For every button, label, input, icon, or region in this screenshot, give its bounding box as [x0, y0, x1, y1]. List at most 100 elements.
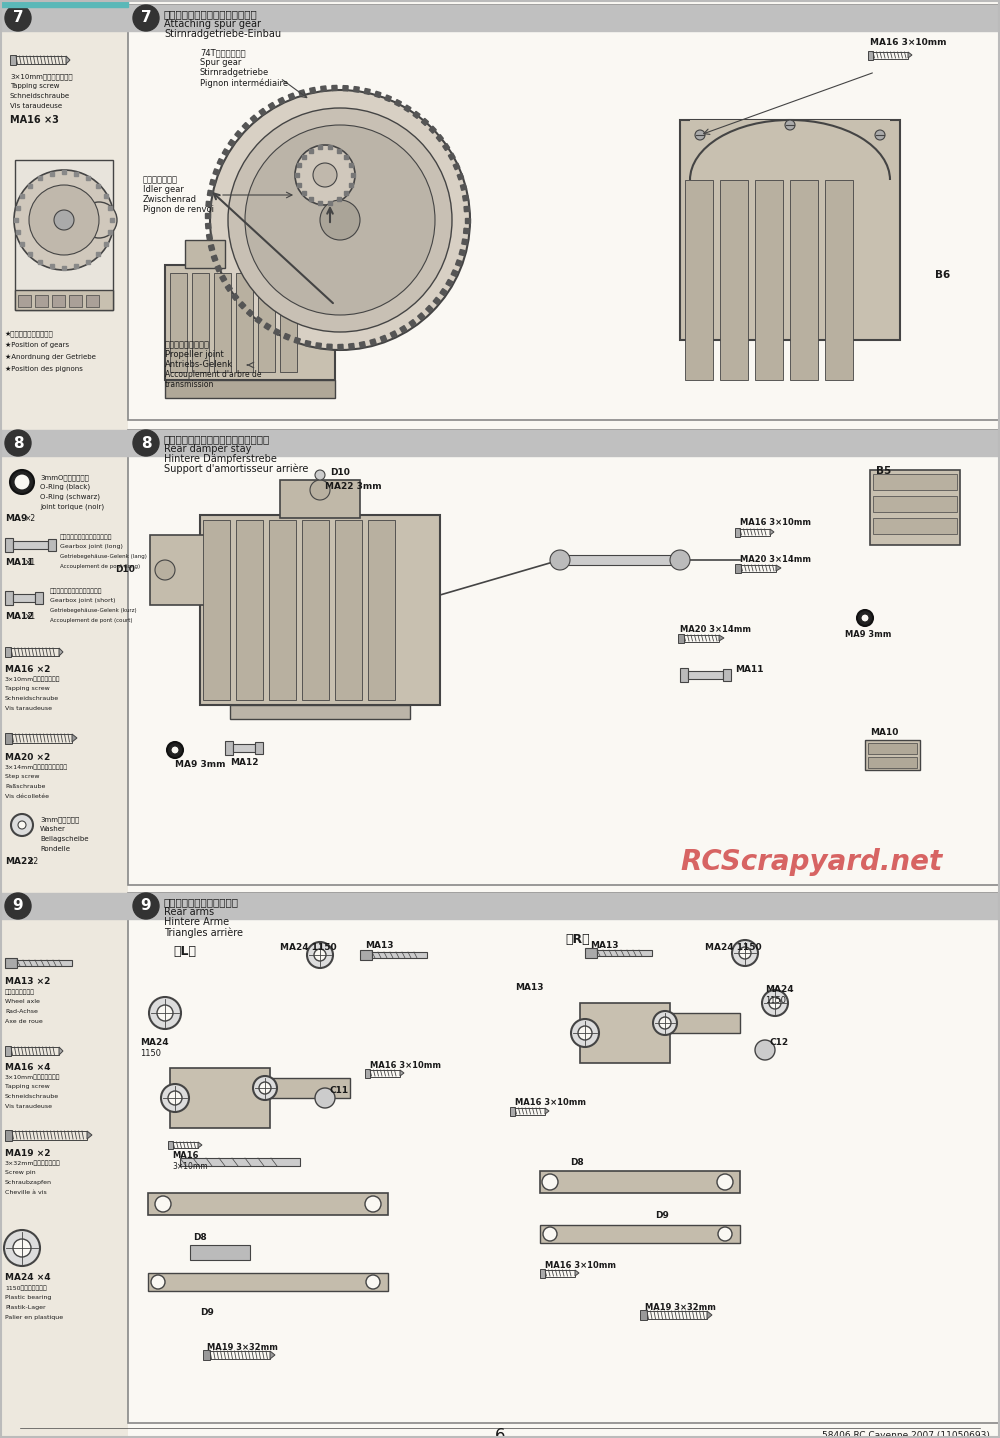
Circle shape [253, 1076, 277, 1100]
Text: D8: D8 [570, 1158, 584, 1168]
Bar [128, 430, 1000, 456]
Circle shape [210, 91, 470, 349]
Bar [5, 538, 13, 552]
Text: MA16 3×10mm: MA16 3×10mm [515, 1099, 586, 1107]
Bar [688, 672, 723, 679]
Text: Pignon intermédiaire: Pignon intermédiaire [200, 78, 288, 88]
Bar [28, 184, 32, 188]
Text: Accouplement de pont (long): Accouplement de pont (long) [60, 564, 140, 569]
Bar [215, 265, 222, 272]
Bar [302, 155, 306, 160]
Bar [868, 743, 917, 754]
Bar [360, 951, 372, 961]
Circle shape [670, 549, 690, 569]
Circle shape [259, 1081, 271, 1094]
Polygon shape [400, 1070, 404, 1076]
Circle shape [695, 129, 705, 139]
Bar [328, 200, 332, 204]
Bar [96, 252, 100, 256]
Bar [16, 206, 20, 210]
Text: 7: 7 [13, 10, 23, 26]
Circle shape [543, 1227, 557, 1241]
Circle shape [320, 200, 360, 240]
Text: Vis taraudeuse: Vis taraudeuse [10, 104, 62, 109]
Circle shape [571, 1020, 599, 1047]
Bar [220, 275, 227, 282]
Polygon shape [270, 1350, 275, 1359]
Circle shape [653, 1011, 677, 1035]
Bar [5, 591, 13, 605]
Text: Schraubzapfen: Schraubzapfen [5, 1181, 52, 1185]
Circle shape [313, 162, 337, 187]
Text: Washer: Washer [40, 825, 66, 833]
Bar [236, 273, 253, 372]
Circle shape [10, 470, 34, 495]
Bar [400, 325, 407, 332]
Text: MA20 3×14mm: MA20 3×14mm [680, 626, 751, 634]
Text: Hintere Arme: Hintere Arme [164, 917, 229, 928]
Bar [540, 1268, 545, 1278]
Bar [418, 313, 425, 319]
Bar [429, 127, 436, 134]
Bar [647, 1311, 707, 1319]
Text: MA13: MA13 [365, 940, 394, 951]
Bar [464, 206, 469, 211]
Bar [110, 219, 114, 221]
Bar [370, 1070, 400, 1077]
Polygon shape [87, 1132, 92, 1139]
Bar [723, 669, 731, 682]
Bar [316, 342, 321, 348]
Bar [670, 1012, 740, 1032]
Text: 74Tスパーギヤー: 74Tスパーギヤー [200, 47, 246, 58]
Bar [255, 316, 262, 324]
Text: ★Position of gears: ★Position of gears [5, 342, 69, 348]
Text: Cheville à vis: Cheville à vis [5, 1191, 47, 1195]
Bar [128, 430, 1000, 884]
Bar [16, 56, 66, 65]
Circle shape [133, 430, 159, 456]
Text: Axe de roue: Axe de roue [5, 1020, 43, 1024]
Bar [5, 733, 12, 743]
Circle shape [167, 742, 183, 758]
Text: MA11: MA11 [5, 558, 34, 567]
Bar [14, 219, 18, 221]
Bar [335, 521, 362, 700]
Bar [225, 285, 232, 292]
Text: 〈R〉: 〈R〉 [565, 933, 590, 946]
Text: Zwischenrad: Zwischenrad [143, 196, 197, 204]
Text: MA24 ×4: MA24 ×4 [5, 1273, 51, 1283]
Circle shape [578, 1025, 592, 1040]
Text: Getriebegehäuse-Gelenk (lang): Getriebegehäuse-Gelenk (lang) [60, 554, 147, 559]
Text: 1150プラベアリング: 1150プラベアリング [5, 1286, 47, 1290]
Bar [302, 191, 306, 196]
Text: Schneidschraube: Schneidschraube [5, 1094, 59, 1099]
Bar [128, 4, 1000, 32]
Bar [5, 1045, 11, 1055]
Circle shape [307, 942, 333, 968]
Bar [349, 344, 354, 349]
Bar [870, 470, 960, 545]
Bar [404, 105, 411, 112]
Text: C11: C11 [330, 1086, 349, 1094]
Text: RCScrapyard.net: RCScrapyard.net [680, 848, 942, 876]
Bar [868, 50, 873, 60]
Text: MA19 3×32mm: MA19 3×32mm [207, 1343, 278, 1352]
Bar [62, 266, 66, 270]
Bar [321, 86, 326, 92]
Text: MA13: MA13 [590, 940, 618, 951]
Bar [233, 743, 255, 752]
Text: MA13 ×2: MA13 ×2 [5, 976, 50, 986]
Circle shape [155, 559, 175, 580]
Bar [825, 180, 853, 380]
Bar [337, 148, 341, 152]
Bar [297, 183, 301, 187]
Bar [0, 0, 128, 7]
Text: MA16 3×10mm: MA16 3×10mm [545, 1261, 616, 1270]
Bar [207, 190, 213, 196]
Text: transmission: transmission [165, 380, 214, 390]
Text: Gearbox joint (long): Gearbox joint (long) [60, 544, 123, 549]
Text: 3×10mmタッピングビス: 3×10mmタッピングビス [5, 1074, 60, 1080]
Bar [459, 250, 465, 256]
Text: 1150: 1150 [765, 997, 786, 1005]
Bar [873, 518, 957, 533]
